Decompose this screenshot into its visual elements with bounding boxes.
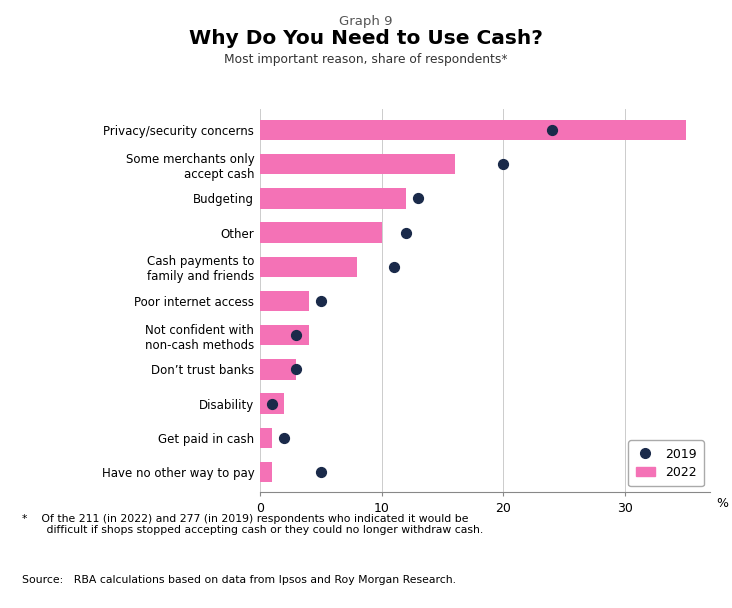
Point [278, 433, 290, 443]
Bar [260, 291, 308, 311]
Bar [260, 154, 455, 174]
Point [546, 125, 558, 135]
Point [497, 159, 509, 169]
Text: Most important reason, share of respondents*: Most important reason, share of responde… [224, 53, 508, 66]
Text: Source:   RBA calculations based on data from Ipsos and Roy Morgan Research.: Source: RBA calculations based on data f… [22, 575, 456, 584]
Point [315, 467, 326, 477]
Point [388, 262, 400, 272]
Point [291, 330, 302, 340]
Bar [260, 120, 686, 140]
Bar [260, 461, 272, 482]
Bar [260, 257, 357, 277]
Bar [260, 223, 381, 243]
Point [315, 296, 326, 306]
Point [412, 193, 424, 203]
Point [266, 399, 278, 409]
Bar [260, 325, 308, 345]
Bar [260, 359, 296, 379]
Text: *    Of the 211 (in 2022) and 277 (in 2019) respondents who indicated it would b: * Of the 211 (in 2022) and 277 (in 2019)… [22, 514, 483, 536]
Legend: 2019, 2022: 2019, 2022 [628, 440, 703, 486]
Text: Why Do You Need to Use Cash?: Why Do You Need to Use Cash? [189, 29, 543, 48]
Bar [260, 393, 284, 414]
Bar [260, 427, 272, 448]
Bar [260, 188, 406, 209]
Point [400, 227, 411, 237]
Text: Graph 9: Graph 9 [339, 15, 393, 28]
Text: %: % [716, 497, 728, 510]
Point [291, 364, 302, 374]
